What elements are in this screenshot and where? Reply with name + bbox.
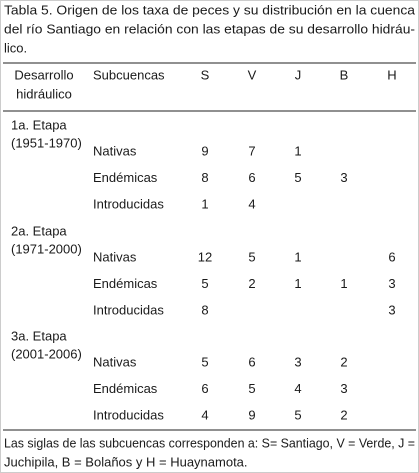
header-cell: S bbox=[201, 67, 210, 82]
cell-value: 3 bbox=[388, 276, 395, 291]
subcuenca: Endémicas bbox=[93, 276, 158, 291]
cell-value: 3 bbox=[340, 381, 347, 396]
header-cell: V bbox=[248, 67, 257, 82]
stage-label: (1951-1970) bbox=[11, 135, 82, 150]
cell-value: 3 bbox=[388, 302, 395, 317]
cell-value: 5 bbox=[248, 381, 255, 396]
stage-label: 2a. Etapa bbox=[11, 223, 67, 238]
subcuenca: Nativas bbox=[93, 354, 137, 369]
cell-value: 1 bbox=[294, 143, 301, 158]
header-cell: J bbox=[295, 67, 302, 82]
cell-value: 5 bbox=[248, 249, 255, 264]
footnote-line: Juchipila, B = Bolaños y H = Huaynamota. bbox=[4, 454, 248, 469]
cell-value: 3 bbox=[294, 354, 301, 369]
subcuenca: Introducidas bbox=[93, 196, 164, 211]
cell-value: 9 bbox=[248, 407, 255, 422]
cell-value: 1 bbox=[294, 276, 301, 291]
cell-value: 5 bbox=[201, 276, 208, 291]
subcuenca: Nativas bbox=[93, 143, 137, 158]
cell-value: 1 bbox=[340, 276, 347, 291]
cell-value: 9 bbox=[201, 143, 208, 158]
cell-value: 6 bbox=[201, 381, 208, 396]
header-cell: Subcuencas bbox=[93, 67, 165, 82]
cell-value: 6 bbox=[248, 170, 255, 185]
cell-value: 7 bbox=[248, 143, 255, 158]
cell-value: 5 bbox=[294, 407, 301, 422]
subcuenca: Nativas bbox=[93, 249, 137, 264]
cell-value: 5 bbox=[201, 354, 208, 369]
subcuenca: Introducidas bbox=[93, 302, 164, 317]
cell-value: 2 bbox=[340, 354, 347, 369]
cell-value: 4 bbox=[248, 196, 255, 211]
title-line: del río Santiago en relación con las eta… bbox=[4, 21, 415, 36]
cell-value: 3 bbox=[340, 170, 347, 185]
header-stage: Desarrollo bbox=[14, 67, 73, 82]
cell-value: 12 bbox=[198, 249, 212, 264]
cell-value: 1 bbox=[201, 196, 208, 211]
title-line: lico. bbox=[4, 40, 27, 55]
footnote-line: Las siglas de las subcuencas corresponde… bbox=[4, 435, 415, 450]
stage-label: 1a. Etapa bbox=[11, 117, 67, 132]
cell-value: 2 bbox=[248, 276, 255, 291]
stage-label: (2001-2006) bbox=[11, 346, 82, 361]
cell-value: 5 bbox=[294, 170, 301, 185]
subcuenca: Introducidas bbox=[93, 407, 164, 422]
cell-value: 6 bbox=[388, 249, 395, 264]
title-line: Tabla 5. Origen de los taxa de peces y s… bbox=[4, 2, 416, 17]
header-stage: hidráulico bbox=[16, 86, 72, 101]
subcuenca: Endémicas bbox=[93, 170, 158, 185]
cell-value: 1 bbox=[294, 249, 301, 264]
cell-value: 4 bbox=[294, 381, 301, 396]
cell-value: 4 bbox=[201, 407, 208, 422]
stage-label: 3a. Etapa bbox=[11, 328, 67, 343]
subcuenca: Endémicas bbox=[93, 381, 158, 396]
cell-value: 6 bbox=[248, 354, 255, 369]
header-cell: B bbox=[340, 67, 349, 82]
cell-value: 8 bbox=[201, 302, 208, 317]
stage-label: (1971-2000) bbox=[11, 241, 82, 256]
header-cell: H bbox=[387, 67, 396, 82]
cell-value: 2 bbox=[340, 407, 347, 422]
cell-value: 8 bbox=[201, 170, 208, 185]
